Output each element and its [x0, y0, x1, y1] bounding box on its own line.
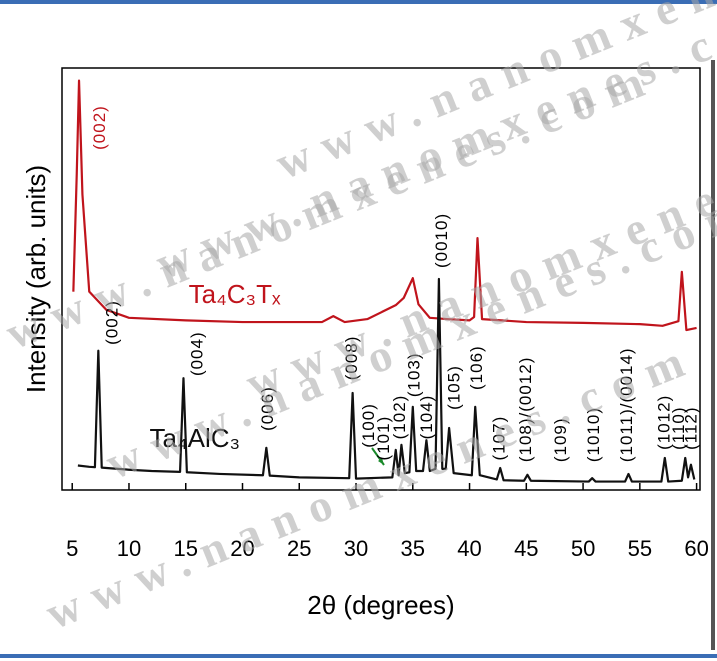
peak-label: (1010) — [584, 407, 603, 462]
peak-label: (108)/(0012) — [516, 357, 535, 463]
series-label: Ta₄C₃Tₓ — [189, 279, 281, 309]
x-tick-label: 5 — [66, 536, 78, 561]
x-tick-label: 50 — [571, 536, 595, 561]
peak-label: (101) — [374, 416, 393, 461]
peak-label: (109) — [551, 417, 570, 462]
series-line — [72, 79, 697, 332]
arrow-head — [378, 458, 384, 465]
peak-label: (0010) — [432, 213, 451, 268]
peak-label: (112) — [682, 406, 701, 449]
y-axis-label: Intensity (arb. units) — [21, 165, 51, 393]
x-tick-label: 25 — [287, 536, 311, 561]
peak-label: (105) — [444, 365, 463, 410]
x-tick-label: 15 — [173, 536, 197, 561]
series-label: Ta₄AlC₃ — [150, 423, 241, 453]
peak-label: (106) — [467, 345, 486, 390]
peak-label: (100) — [359, 403, 378, 448]
peak-label: (002) — [103, 300, 122, 345]
peak-label: (006) — [258, 386, 277, 431]
plot-frame — [61, 67, 701, 491]
bottom-border — [0, 654, 717, 658]
peak-label: (110) — [669, 406, 688, 449]
x-tick-label: 35 — [401, 536, 425, 561]
peak-label: (004) — [188, 331, 207, 376]
top-border — [0, 0, 717, 4]
peak-label: (1011)/(0014) — [617, 347, 636, 462]
x-tick-label: 55 — [628, 536, 652, 561]
peak-label: (002) — [90, 105, 109, 150]
x-tick-label: 10 — [117, 536, 141, 561]
peak-label: (008) — [342, 336, 361, 381]
peak-label: (1012) — [654, 395, 673, 450]
peak-label: (104) — [417, 395, 436, 440]
x-tick-label: 40 — [457, 536, 481, 561]
x-axis-label: 2θ (degrees) — [307, 590, 454, 620]
series-line — [77, 277, 696, 483]
peak-label: (102) — [390, 395, 409, 440]
peak-label: (103) — [405, 352, 424, 397]
peak-label: (107) — [490, 416, 509, 461]
x-tick-label: 60 — [684, 536, 708, 561]
x-tick-label: 20 — [230, 536, 254, 561]
x-tick-label: 30 — [344, 536, 368, 561]
x-tick-label: 45 — [514, 536, 538, 561]
right-strip — [711, 60, 715, 650]
